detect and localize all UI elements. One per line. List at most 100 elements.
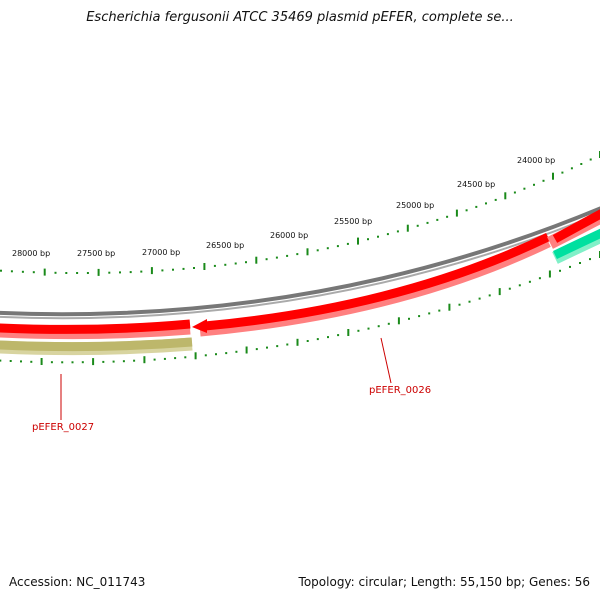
scale-labels: 28000 bp 27500 bp 27000 bp 26500 bp 2600… bbox=[12, 156, 555, 258]
inner-tick bbox=[215, 353, 217, 356]
outer-tick bbox=[485, 202, 487, 205]
outer-tick bbox=[129, 271, 132, 274]
inner-tick bbox=[81, 361, 84, 364]
gene-label-0027[interactable]: pEFER_0027 bbox=[32, 422, 94, 433]
outer-tick bbox=[446, 215, 449, 218]
gene-arrow-right[interactable] bbox=[552, 209, 600, 243]
inner-tick bbox=[122, 360, 125, 363]
inner-tick bbox=[92, 358, 95, 366]
backbone-outer bbox=[0, 206, 600, 317]
inner-tick bbox=[163, 357, 166, 360]
outer-tick bbox=[513, 191, 516, 194]
scale-label: 25500 bp bbox=[334, 217, 372, 226]
inner-tick bbox=[387, 322, 390, 325]
inner-tick bbox=[559, 269, 561, 272]
outer-tick bbox=[108, 271, 111, 274]
outer-tick bbox=[150, 267, 153, 275]
outer-tick bbox=[182, 267, 185, 270]
inner-tick bbox=[438, 309, 441, 312]
outer-tick bbox=[426, 221, 429, 224]
outer-tick bbox=[589, 158, 592, 161]
outer-tick bbox=[21, 270, 24, 273]
outer-tick bbox=[396, 230, 399, 233]
inner-tick bbox=[498, 288, 501, 296]
inner-tick bbox=[579, 262, 581, 264]
outer-tick bbox=[65, 272, 68, 274]
gene-teal[interactable] bbox=[553, 228, 600, 260]
inner-tick bbox=[296, 338, 299, 346]
outer-tick bbox=[542, 179, 545, 182]
inner-tick bbox=[235, 350, 238, 353]
inner-tick bbox=[448, 303, 451, 311]
scale-label: 27000 bp bbox=[142, 248, 180, 257]
outer-tick bbox=[377, 235, 379, 238]
inner-tick bbox=[569, 265, 571, 268]
inner-tick bbox=[538, 277, 541, 280]
inner-tick bbox=[478, 297, 481, 300]
inner-tick bbox=[225, 352, 228, 355]
inner-tick bbox=[408, 317, 410, 320]
inner-tick bbox=[0, 359, 2, 362]
outer-tick bbox=[357, 237, 359, 245]
scale-label: 24500 bp bbox=[457, 180, 495, 189]
accession-text: Accession: NC_011743 bbox=[9, 575, 146, 589]
outer-tick bbox=[224, 263, 227, 266]
gene-0027[interactable] bbox=[0, 337, 193, 352]
outer-tick bbox=[533, 183, 535, 186]
outer-tick bbox=[265, 258, 268, 261]
inner-tick bbox=[418, 315, 421, 318]
outer-tick bbox=[326, 247, 329, 250]
inner-tick bbox=[112, 360, 115, 363]
outer-tick bbox=[43, 268, 46, 276]
inner-tick bbox=[194, 352, 197, 360]
scale-label: 28000 bp bbox=[12, 249, 50, 258]
outer-tick bbox=[367, 238, 369, 241]
outer-tick bbox=[255, 256, 258, 264]
outer-tick bbox=[570, 167, 573, 170]
inner-tick bbox=[316, 338, 319, 341]
inner-scale-ticks bbox=[0, 251, 600, 366]
inner-tick bbox=[133, 359, 136, 362]
outer-tick bbox=[552, 172, 554, 180]
outer-tick bbox=[455, 209, 458, 217]
inner-tick bbox=[327, 336, 329, 339]
outer-tick bbox=[346, 242, 349, 245]
outer-tick bbox=[245, 261, 247, 264]
outer-tick bbox=[580, 163, 583, 165]
inner-tick bbox=[548, 270, 551, 278]
outer-tick bbox=[161, 269, 164, 272]
gene-arrow-0026[interactable] bbox=[204, 232, 550, 331]
outer-tick bbox=[306, 248, 309, 256]
outer-tick bbox=[76, 272, 79, 274]
outer-tick bbox=[286, 254, 289, 257]
outer-tick bbox=[54, 271, 57, 274]
scale-label: 25000 bp bbox=[396, 201, 434, 210]
inner-tick bbox=[9, 360, 12, 362]
outer-tick bbox=[296, 253, 299, 256]
inner-tick bbox=[518, 284, 521, 287]
outer-tick bbox=[213, 264, 216, 267]
inner-tick bbox=[20, 360, 22, 363]
outer-tick bbox=[316, 249, 319, 252]
inner-tick bbox=[286, 343, 289, 346]
inner-tick bbox=[61, 361, 64, 364]
inner-tick bbox=[468, 300, 471, 303]
leader-line-0026 bbox=[380, 337, 392, 384]
inner-tick bbox=[528, 280, 531, 283]
outer-tick bbox=[0, 269, 2, 272]
inner-tick bbox=[40, 358, 43, 365]
outer-tick bbox=[494, 198, 497, 201]
inner-tick bbox=[153, 358, 156, 361]
outer-tick bbox=[504, 192, 507, 200]
scale-label: 26000 bp bbox=[270, 231, 308, 240]
inner-tick bbox=[428, 312, 431, 315]
inner-tick bbox=[337, 334, 340, 337]
inner-tick bbox=[508, 287, 511, 290]
gene-label-0026[interactable]: pEFER_0026 bbox=[369, 385, 431, 396]
gene-arrow-left[interactable] bbox=[0, 319, 191, 334]
outer-tick bbox=[436, 218, 439, 221]
inner-tick bbox=[306, 340, 309, 342]
inner-tick bbox=[30, 360, 33, 363]
scale-label: 26500 bp bbox=[206, 241, 244, 250]
